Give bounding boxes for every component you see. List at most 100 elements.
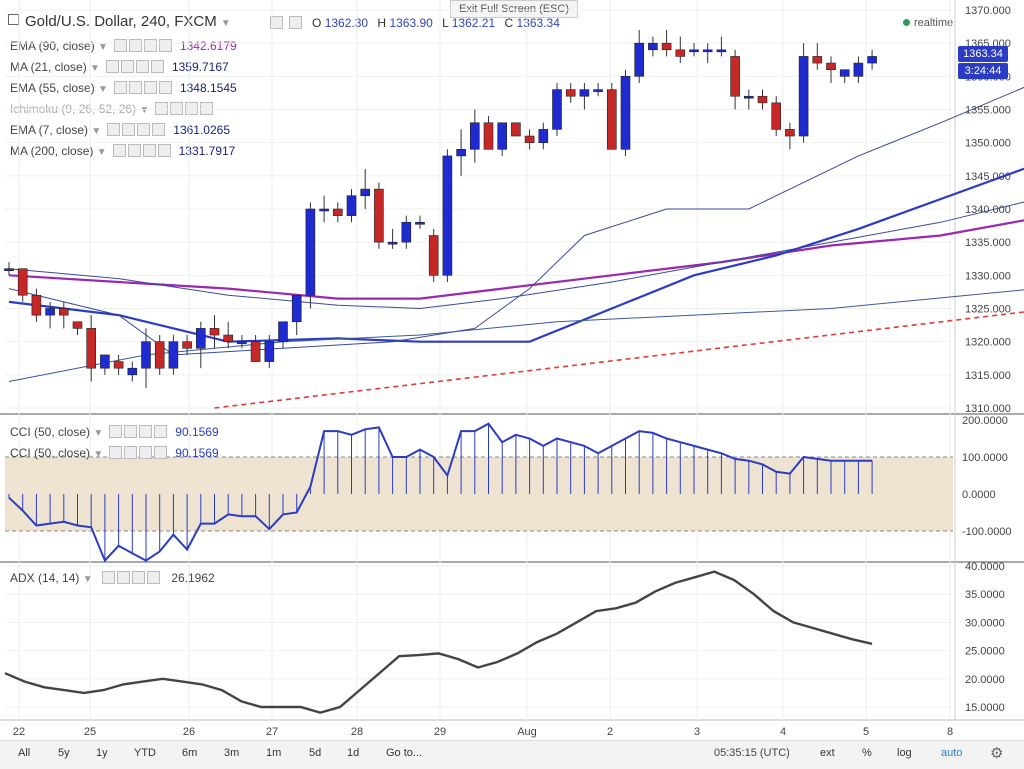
candle — [416, 216, 425, 229]
candle — [827, 56, 836, 83]
eye-icon[interactable] — [109, 446, 122, 459]
candle — [128, 362, 137, 382]
timeframe-button[interactable]: 1d — [347, 747, 359, 759]
x-tick-label: 8 — [947, 726, 953, 738]
candle — [539, 123, 548, 150]
candle — [388, 229, 397, 249]
candle — [87, 315, 96, 381]
indicator-buttons — [109, 425, 169, 442]
lock-icon[interactable] — [139, 446, 152, 459]
percent-toggle[interactable]: % — [862, 747, 872, 759]
cci-tick-label: -100.0000 — [962, 526, 1012, 538]
candle — [361, 169, 370, 209]
candle — [169, 335, 178, 375]
cci-value: 90.1569 — [175, 446, 218, 460]
candle — [73, 322, 82, 335]
candle — [100, 355, 109, 375]
candle — [443, 149, 452, 282]
x-tick-label: 25 — [84, 726, 96, 738]
price-tick-label: 1320.000 — [965, 337, 1011, 349]
eye-icon[interactable] — [109, 425, 122, 438]
lock-icon[interactable] — [139, 425, 152, 438]
series-line-ema-55-close- — [9, 155, 1024, 309]
candle — [813, 43, 822, 70]
x-tick-label: 5 — [863, 726, 869, 738]
close-icon[interactable] — [154, 446, 167, 459]
x-tick-label: 26 — [183, 726, 195, 738]
adx-tick-label: 25.0000 — [965, 646, 1005, 658]
cci-legend-item[interactable]: CCI (50, close) ▼90.1569 — [10, 424, 219, 440]
cci-tick-label: 100.0000 — [962, 452, 1008, 464]
candle — [292, 295, 301, 335]
candle — [594, 83, 603, 96]
candle — [703, 43, 712, 63]
timeframe-button[interactable]: Go to... — [386, 747, 422, 759]
x-tick-label: 22 — [13, 726, 25, 738]
bar-countdown-tag: 3:24:44 — [958, 63, 1008, 79]
candle — [374, 182, 383, 248]
adx-line — [5, 572, 872, 713]
chevron-down-icon[interactable]: ▼ — [93, 428, 103, 439]
adx-tick-label: 35.0000 — [965, 589, 1005, 601]
candle — [320, 196, 329, 223]
x-tick-label: 3 — [694, 726, 700, 738]
timeframe-button[interactable]: 3m — [224, 747, 239, 759]
trend-line[interactable] — [215, 245, 1024, 408]
adx-buttons — [102, 571, 162, 588]
candle — [580, 83, 589, 110]
candle — [648, 37, 657, 57]
candle — [5, 262, 14, 275]
eye-icon[interactable] — [102, 571, 115, 584]
candle — [224, 322, 233, 349]
candle — [772, 96, 781, 136]
candle — [498, 123, 507, 156]
cci-band — [5, 457, 953, 531]
close-icon[interactable] — [154, 425, 167, 438]
candle — [744, 90, 753, 110]
candle — [470, 110, 479, 163]
price-tick-label: 1330.000 — [965, 270, 1011, 282]
gear-icon[interactable] — [117, 571, 130, 584]
candle — [525, 129, 534, 149]
candle — [635, 30, 644, 83]
timeframe-button[interactable]: All — [18, 747, 30, 759]
adx-legend[interactable]: ADX (14, 14) ▼ 26.1962 — [10, 570, 215, 586]
candle — [183, 335, 192, 355]
chevron-down-icon[interactable]: ▼ — [83, 574, 93, 585]
candle — [251, 335, 260, 362]
gear-icon[interactable] — [124, 446, 137, 459]
indicator-buttons — [109, 446, 169, 463]
adx-tick-label: 20.0000 — [965, 674, 1005, 686]
lock-icon[interactable] — [132, 571, 145, 584]
candle — [484, 116, 493, 149]
candle — [868, 50, 877, 70]
ext-toggle[interactable]: ext — [820, 747, 835, 759]
price-tick-label: 1370.000 — [965, 5, 1011, 17]
candle — [114, 355, 123, 375]
timeframe-button[interactable]: YTD — [134, 747, 156, 759]
timeframe-button[interactable]: 5d — [309, 747, 321, 759]
candle — [607, 83, 616, 149]
timeframe-button[interactable]: 1y — [96, 747, 108, 759]
x-tick-label: Aug — [517, 726, 537, 738]
timeframe-button[interactable]: 6m — [182, 747, 197, 759]
x-tick-label: 28 — [351, 726, 363, 738]
auto-toggle[interactable]: auto — [941, 747, 962, 759]
gear-icon[interactable]: ⚙ — [990, 744, 1003, 762]
cci-legend-item[interactable]: CCI (50, close) ▼90.1569 — [10, 445, 219, 461]
candle — [279, 322, 288, 349]
adx-tick-label: 40.0000 — [965, 561, 1005, 573]
timeframe-button[interactable]: 5y — [58, 747, 70, 759]
chevron-down-icon[interactable]: ▼ — [93, 449, 103, 460]
close-icon[interactable] — [147, 571, 160, 584]
timeframe-button[interactable]: 1m — [266, 747, 281, 759]
adx-tick-label: 15.0000 — [965, 702, 1005, 714]
price-tick-label: 1315.000 — [965, 370, 1011, 382]
candle — [347, 189, 356, 222]
candle — [840, 70, 849, 83]
gear-icon[interactable] — [124, 425, 137, 438]
candle — [731, 50, 740, 110]
log-toggle[interactable]: log — [897, 747, 912, 759]
